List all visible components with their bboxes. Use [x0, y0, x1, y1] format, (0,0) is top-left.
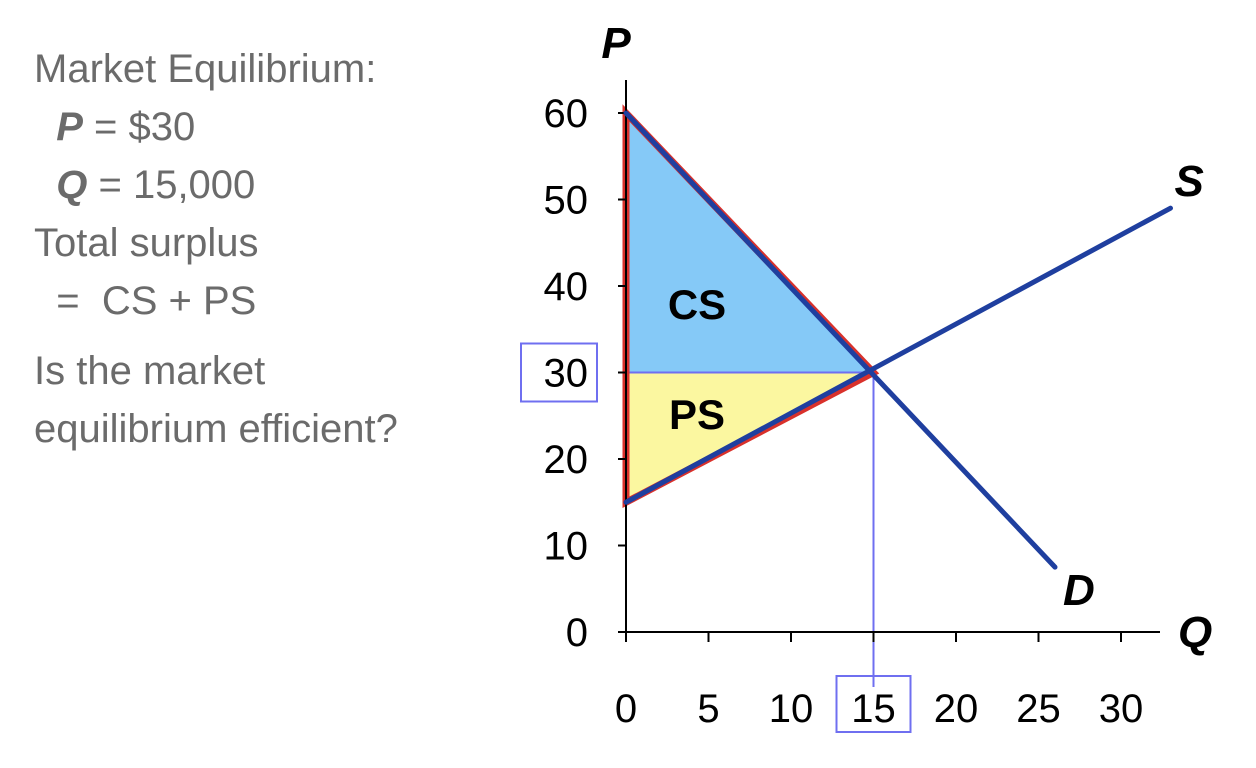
question-line-2: equilibrium efficient?	[34, 407, 398, 451]
y-tick-label: 10	[544, 525, 589, 569]
ps-label: PS	[669, 391, 725, 438]
x-tick-label: 15	[851, 687, 896, 731]
y-tick-label: 40	[544, 265, 589, 309]
demand-curve	[623, 110, 1058, 570]
surplus-line-1: Total surplus	[34, 221, 259, 265]
equilibrium-heading: Market Equilibrium:	[34, 47, 377, 91]
price-variable: P	[56, 105, 83, 149]
x-axis-title: Q	[1178, 608, 1212, 657]
demand-label: D	[1063, 566, 1095, 615]
x-tick-label: 30	[1099, 687, 1144, 731]
cs-label: CS	[668, 281, 726, 328]
x-tick-label: 25	[1016, 687, 1061, 731]
y-tick-label: 60	[544, 92, 589, 136]
x-tick-label: 20	[934, 687, 979, 731]
y-tick-label: 0	[566, 611, 588, 655]
equilibrium-price: P = $30	[34, 98, 398, 156]
equilibrium-quantity: Q = 15,000	[34, 156, 398, 214]
supply-curve	[623, 205, 1173, 505]
quantity-highlight-box	[835, 675, 912, 733]
quantity-value: = 15,000	[87, 163, 256, 207]
question-line-1: Is the market	[34, 349, 266, 393]
y-axis-title: P	[601, 19, 631, 68]
notes-panel: Market Equilibrium: P = $30 Q = 15,000 T…	[34, 40, 398, 458]
y-tick-label: 20	[544, 438, 589, 482]
price-highlight-box	[520, 342, 598, 403]
surplus-line-2: = CS + PS	[34, 279, 257, 323]
supply-label: S	[1175, 157, 1204, 206]
y-tick-label: 50	[544, 179, 589, 223]
x-tick-label: 5	[697, 687, 719, 731]
x-tick-label: 10	[769, 687, 814, 731]
y-tick-label: 30	[544, 352, 589, 396]
x-tick-label: 0	[615, 687, 637, 731]
quantity-variable: Q	[56, 163, 88, 207]
price-value: = $30	[82, 105, 196, 149]
